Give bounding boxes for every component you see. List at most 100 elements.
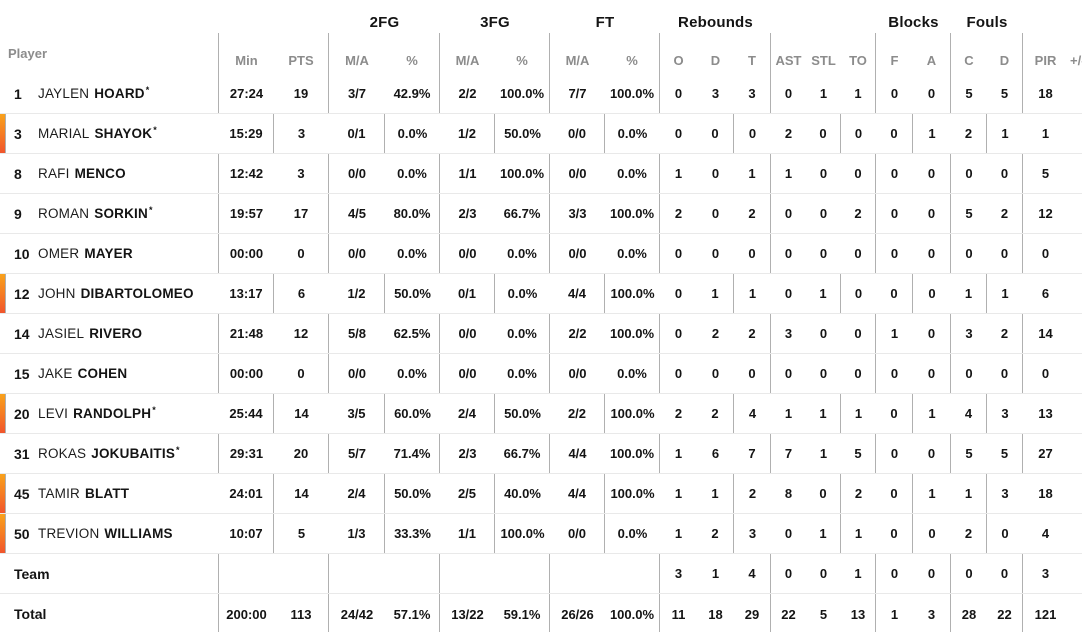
cell-to: 0 <box>854 126 863 141</box>
cell-min: 00:00 <box>229 246 264 261</box>
cell-ft-pct: 100.0% <box>605 194 660 233</box>
cell-2fg-pct: 62.5% <box>385 314 440 353</box>
cell-reb-d: 0 <box>711 206 720 221</box>
cell-pts <box>274 554 329 593</box>
player-first-name: JAKE <box>38 366 73 381</box>
cell-ft-pct: 100.0% <box>610 406 655 421</box>
cell-pts: 5 <box>297 526 306 541</box>
cell-min: 12:42 <box>229 166 264 181</box>
player-last-name: COHEN <box>77 366 128 381</box>
group-header-rebounds: Rebounds <box>678 13 753 31</box>
cell-ast: 0 <box>784 246 793 261</box>
col-header-blk-a: A <box>913 33 951 74</box>
cell-foul-c: 5 <box>965 206 973 221</box>
player-first-name: TAMIR <box>38 486 80 501</box>
cell-3fg-pct: 59.1% <box>495 594 550 632</box>
cell-reb-d: 3 <box>711 86 720 101</box>
jersey-number: 9 <box>14 205 22 222</box>
cell-stl: 5 <box>819 606 828 622</box>
cell-2fg-ma: 5/7 <box>347 446 367 461</box>
cell-blk-a: 0 <box>913 554 951 593</box>
cell-ast: 2 <box>784 126 793 141</box>
cell-to: 1 <box>854 526 863 541</box>
cell-pts: 3 <box>297 126 306 141</box>
cell-3fg-ma: 0/1 <box>440 274 495 313</box>
cell-2fg-ma: 0/0 <box>347 166 367 181</box>
cell-to: 1 <box>854 406 863 421</box>
cell-foul-d: 3 <box>1001 486 1009 501</box>
cell-to: 0 <box>841 234 876 273</box>
cell-plusminus <box>1068 154 1082 193</box>
player-first-name: OMER <box>38 246 80 261</box>
cell-to: 2 <box>841 194 876 233</box>
cell-pts: 113 <box>274 594 329 632</box>
cell-3fg-ma: 2/5 <box>440 474 495 513</box>
cell-min: 15:29 <box>219 114 274 153</box>
cell-foul-c: 0 <box>965 566 973 581</box>
cell-pts: 14 <box>294 486 309 501</box>
cell-plusminus <box>1068 74 1082 113</box>
cell-stl: 0 <box>819 246 828 261</box>
cell-pir: 5 <box>1041 166 1050 181</box>
cell-ast: 0 <box>784 526 793 541</box>
on-court-indicator <box>0 474 6 513</box>
col-header-blk-f: F <box>890 53 899 68</box>
cell-foul-c: 0 <box>965 366 973 381</box>
player-first-name: ROMAN <box>38 206 90 221</box>
player-last-name: MAYER <box>84 246 133 261</box>
starter-mark: * <box>152 405 156 415</box>
cell-reb-d: 2 <box>697 394 734 433</box>
cell-3fg-ma: 1/1 <box>440 514 495 553</box>
cell-3fg-ma <box>440 554 495 593</box>
cell-plusminus <box>1068 474 1082 513</box>
cell-stl: 1 <box>806 274 841 313</box>
cell-pts: 20 <box>274 434 329 473</box>
cell-blk-f: 0 <box>876 474 913 513</box>
cell-blk-a: 0 <box>913 234 951 273</box>
on-court-indicator <box>0 394 6 433</box>
cell-plusminus <box>1068 394 1082 433</box>
player-name-cell: 3 MARIAL SHAYOK * <box>0 114 219 153</box>
cell-2fg-pct: 50.0% <box>394 486 431 501</box>
cell-to: 0 <box>841 314 876 353</box>
cell-blk-f: 0 <box>890 246 899 261</box>
cell-2fg-ma <box>329 554 385 593</box>
cell-2fg-pct: 33.3% <box>394 526 431 541</box>
cell-plusminus <box>1068 314 1082 353</box>
cell-2fg-ma: 4/5 <box>347 206 367 221</box>
cell-3fg-pct: 100.0% <box>500 526 545 541</box>
cell-pir: 12 <box>1038 206 1053 221</box>
cell-ft-pct: 100.0% <box>605 314 660 353</box>
cell-ft-ma <box>550 554 605 593</box>
player-last-name: SORKIN <box>94 206 148 221</box>
cell-reb-d: 0 <box>697 114 734 153</box>
cell-plusminus <box>1068 434 1082 473</box>
cell-ft-ma: 4/4 <box>568 446 587 461</box>
cell-blk-a: 1 <box>928 126 936 141</box>
cell-2fg-pct: 57.1% <box>385 594 440 632</box>
on-court-indicator <box>0 274 6 313</box>
on-court-indicator <box>0 514 6 553</box>
cell-ast: 1 <box>784 166 793 181</box>
cell-blk-f: 0 <box>890 446 899 461</box>
cell-reb-t: 2 <box>734 314 771 353</box>
cell-pir: 18 <box>1038 486 1053 501</box>
cell-3fg-ma: 2/3 <box>458 206 477 221</box>
cell-ft-ma: 0/0 <box>550 514 605 553</box>
cell-2fg-pct <box>385 554 440 593</box>
col-header-pts: PTS <box>274 33 329 74</box>
cell-2fg-ma: 0/0 <box>347 246 367 261</box>
cell-foul-c: 5 <box>965 86 973 101</box>
cell-3fg-ma: 2/4 <box>440 394 495 433</box>
cell-ft-ma: 0/0 <box>568 166 587 181</box>
cell-stl: 1 <box>819 446 828 461</box>
cell-ast: 22 <box>781 606 796 622</box>
cell-3fg-pct: 66.7% <box>495 194 550 233</box>
jersey-number: 8 <box>14 165 22 182</box>
cell-stl: 0 <box>819 206 828 221</box>
player-name-cell: 50 TREVION WILLIAMS <box>0 514 219 553</box>
cell-reb-t: 3 <box>734 74 771 113</box>
cell-pir: 13 <box>1038 406 1053 421</box>
cell-blk-f: 0 <box>890 206 899 221</box>
